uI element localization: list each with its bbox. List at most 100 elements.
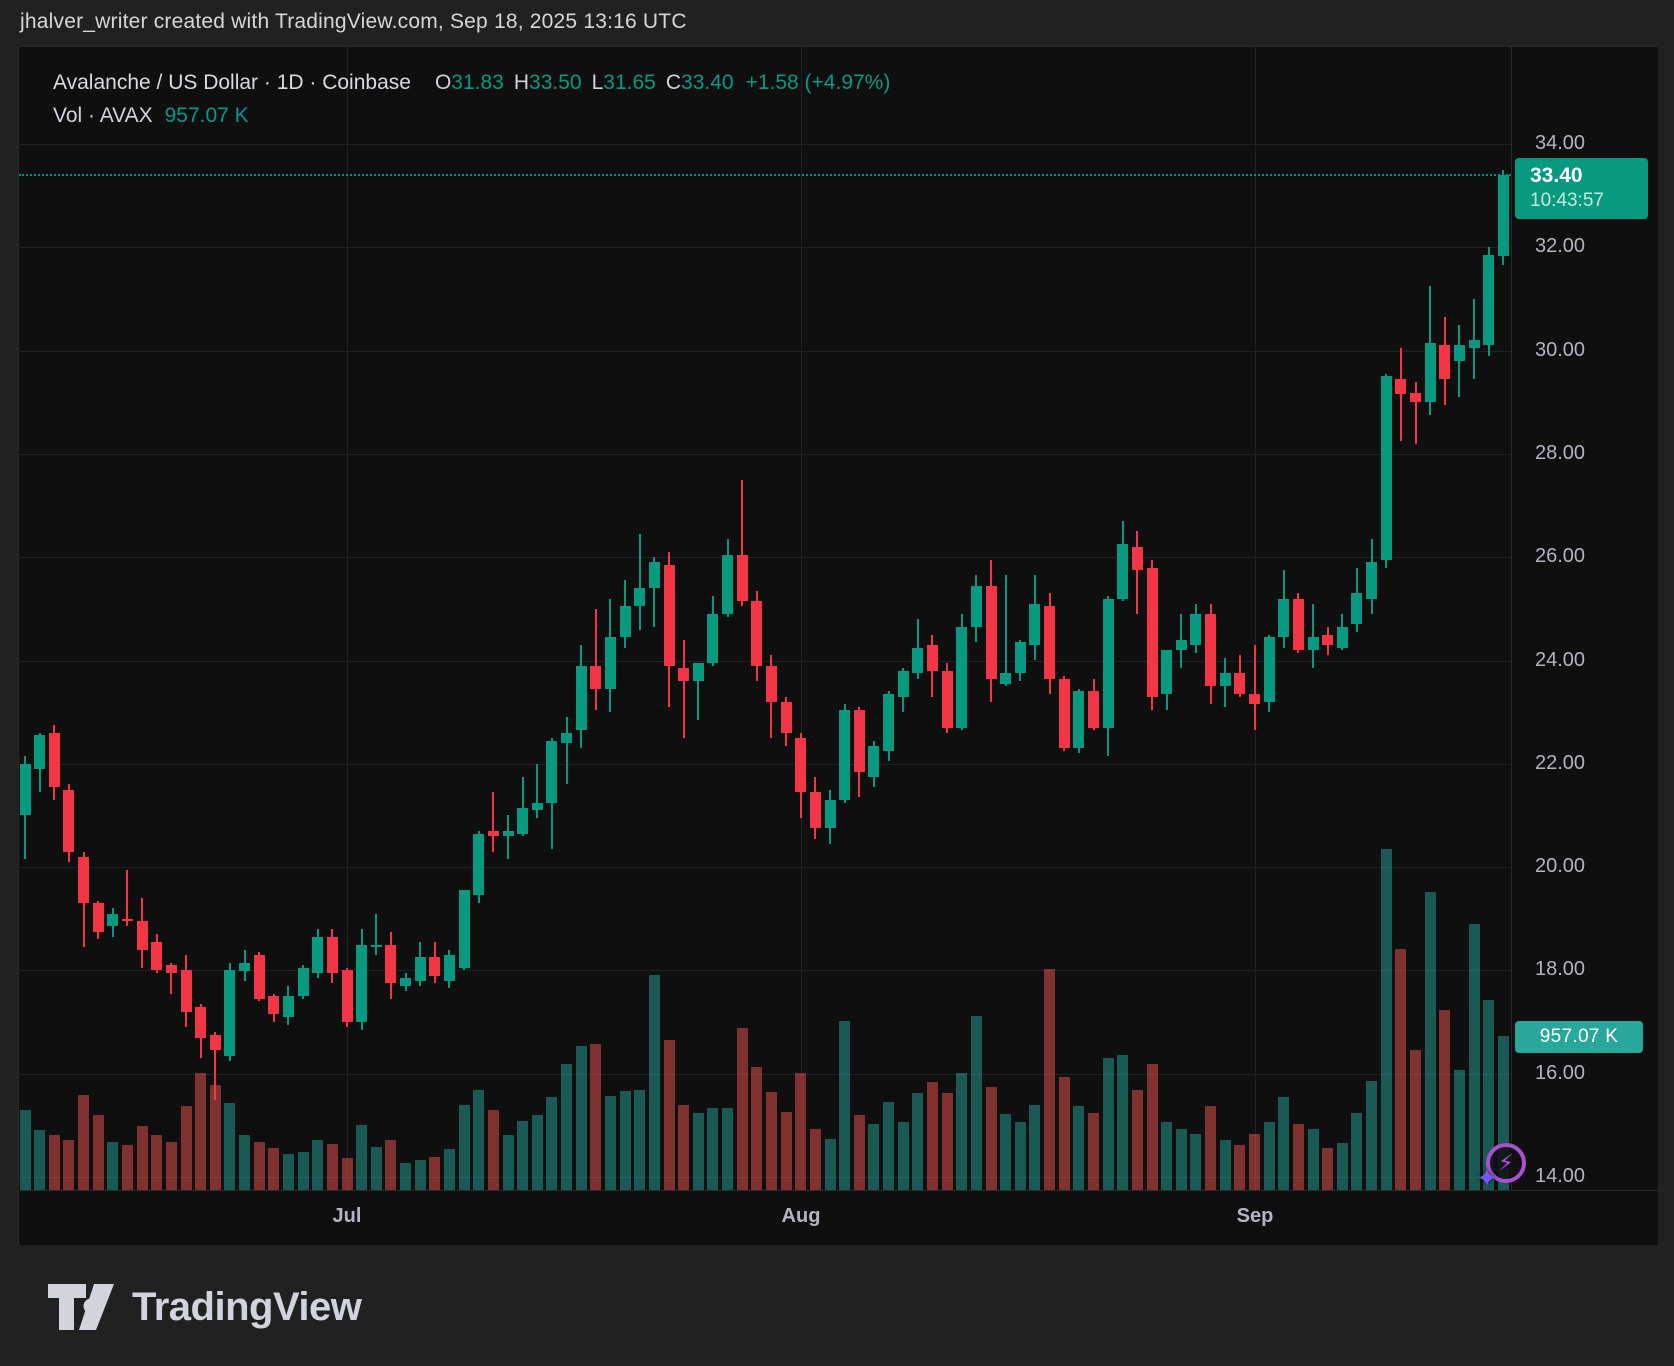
candle	[443, 954, 455, 981]
candle	[151, 941, 163, 971]
candle	[912, 647, 924, 674]
volume-bar	[92, 1115, 104, 1190]
volume-bar	[326, 1144, 338, 1190]
volume-bar	[1439, 1009, 1451, 1190]
grid-line-v	[801, 47, 802, 1190]
candle-wick	[521, 776, 524, 837]
watermark-attribution: jhalver_writer created with TradingView.…	[20, 10, 687, 33]
volume-bar	[970, 1016, 982, 1190]
volume-bar	[678, 1104, 690, 1190]
tradingview-logo-link[interactable]: TradingView	[48, 1282, 362, 1332]
price-axis[interactable]: 33.40 10:43:57 957.07 K 34.00 32.00 30.00 2…	[1511, 47, 1658, 1190]
lightning-circle-icon: ⚡	[1486, 1143, 1526, 1183]
candle	[1453, 345, 1465, 361]
candle	[326, 936, 338, 973]
grid-line-h	[19, 557, 1511, 559]
candle	[780, 701, 792, 733]
chart-plot-area[interactable]	[19, 47, 1511, 1190]
candle	[1058, 678, 1070, 749]
candle	[165, 965, 177, 973]
candle-wick	[170, 962, 173, 994]
candle-wick	[638, 533, 641, 630]
candle	[1468, 340, 1480, 348]
candle	[809, 792, 821, 829]
candle-wick	[375, 913, 378, 955]
time-axis[interactable]: Jul Aug Sep	[19, 1190, 1658, 1245]
close-label: C	[665, 71, 682, 94]
volume-bar	[634, 1090, 646, 1190]
volume-bar	[941, 1092, 953, 1190]
volume-axis-badge: 957.07 K	[1515, 1021, 1643, 1053]
candle	[473, 833, 485, 896]
candle	[546, 740, 558, 803]
tradingview-logo-text: TradingView	[132, 1284, 362, 1329]
candle	[180, 970, 192, 1012]
candle	[824, 799, 836, 829]
candle	[78, 856, 90, 904]
volume-bar	[473, 1090, 485, 1190]
candle	[239, 962, 251, 972]
candle-wick	[1458, 324, 1461, 398]
volume-bar	[34, 1129, 46, 1190]
candle-wick	[507, 815, 510, 860]
volume-bar	[546, 1097, 558, 1190]
volume-bar	[282, 1153, 294, 1190]
volume-bar	[692, 1112, 704, 1190]
candle	[1439, 345, 1451, 379]
volume-bar	[1014, 1122, 1026, 1190]
last-price-value: 33.40	[1530, 164, 1583, 187]
volume-bar	[1278, 1096, 1290, 1190]
volume-bar	[165, 1141, 177, 1190]
volume-bar	[312, 1140, 324, 1190]
volume-bar	[121, 1144, 133, 1190]
price-tick-label: 32.00	[1535, 235, 1586, 258]
candle	[1088, 691, 1099, 728]
boost-rocket-icon[interactable]: ⚡ ✦	[1476, 1141, 1528, 1193]
candle	[356, 944, 368, 1023]
low-label: L	[591, 71, 604, 94]
volume-bar	[429, 1157, 441, 1190]
candle	[970, 585, 982, 627]
candle	[985, 585, 997, 679]
volume-bar	[765, 1091, 777, 1190]
candle-wick	[565, 717, 568, 785]
candle	[107, 913, 119, 927]
candle	[1175, 639, 1187, 651]
candle	[648, 562, 660, 589]
grid-line-h	[19, 660, 1511, 662]
candle	[92, 903, 104, 932]
candle	[853, 709, 865, 772]
candle	[136, 921, 148, 950]
time-axis-label: Jul	[332, 1205, 362, 1227]
legend-volume-row: Vol · AVAX 957.07 K	[53, 104, 890, 128]
footer-branding: TradingView	[48, 1282, 362, 1332]
open-label: O	[434, 71, 452, 94]
volume-bar	[561, 1064, 573, 1190]
candle-wick	[1004, 575, 1007, 687]
volume-bar	[268, 1148, 280, 1190]
candle	[795, 737, 807, 793]
candle	[1351, 593, 1363, 625]
volume-bar	[1410, 1049, 1421, 1190]
volume-bar	[195, 1073, 207, 1190]
candle	[692, 663, 704, 682]
grid-line-h	[19, 867, 1511, 869]
volume-bar	[897, 1122, 909, 1190]
volume-bar	[1117, 1054, 1129, 1190]
change-value: +1.58 (+4.97%)	[745, 71, 891, 94]
high-value: 33.50	[529, 71, 582, 94]
volume-bar	[487, 1110, 499, 1190]
volume-bar	[575, 1045, 587, 1190]
candle	[517, 807, 529, 834]
open-value: 31.83	[451, 71, 504, 94]
candle-wick	[653, 557, 656, 627]
close-value: 33.40	[681, 71, 734, 94]
volume-bar	[1336, 1143, 1348, 1190]
candle-wick	[492, 792, 495, 852]
candle	[253, 954, 265, 999]
volume-bar	[1307, 1128, 1319, 1190]
candle	[1292, 598, 1304, 651]
volume-bar	[1263, 1122, 1275, 1190]
volume-bar	[1131, 1090, 1143, 1190]
candle	[400, 978, 412, 986]
